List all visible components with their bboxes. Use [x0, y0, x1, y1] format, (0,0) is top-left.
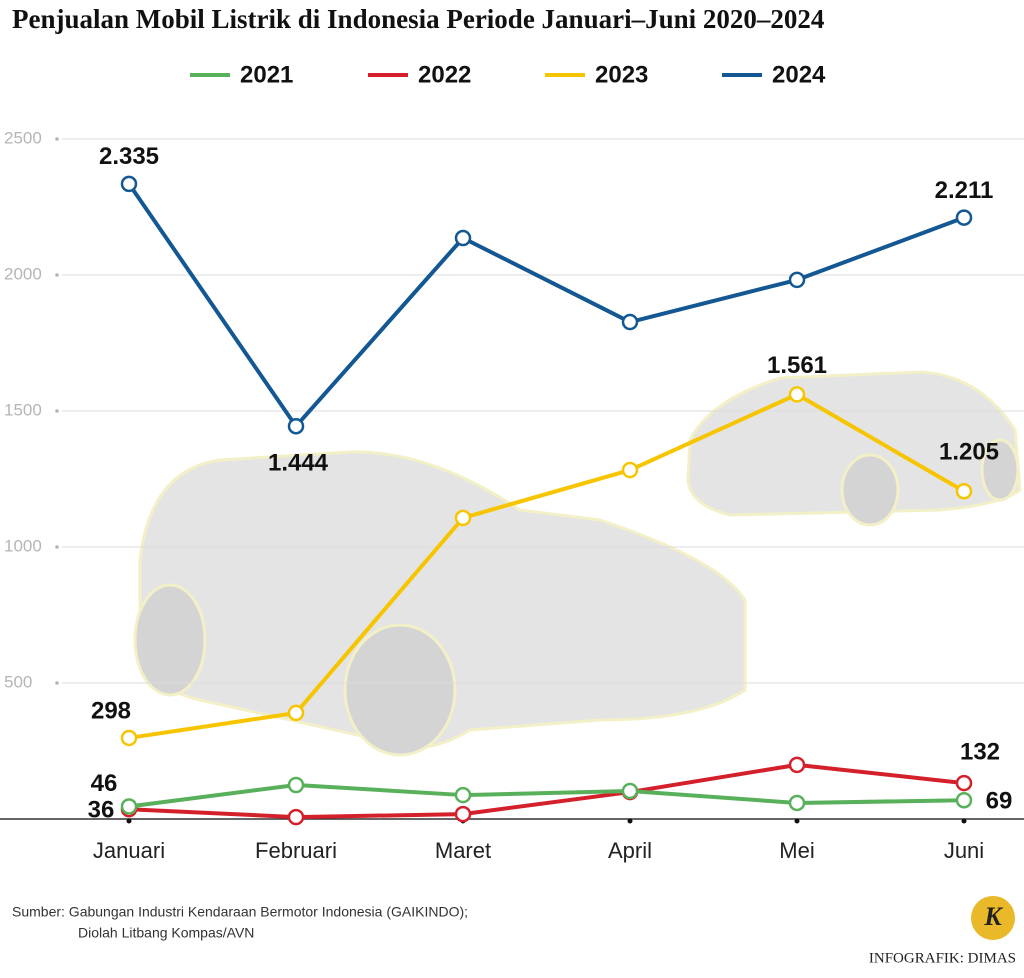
data-point: [287, 417, 305, 435]
data-point: [287, 808, 305, 826]
data-point: [788, 271, 806, 289]
data-label: 69: [986, 788, 1013, 815]
data-label: 36: [88, 797, 115, 824]
x-tick-label: Februari: [255, 838, 337, 863]
x-tick-mark: [627, 818, 633, 824]
data-label: 1.561: [767, 352, 827, 379]
data-label: 2.335: [99, 143, 159, 170]
data-point: [287, 704, 305, 722]
data-label: 46: [91, 770, 118, 797]
legend-label: 2022: [418, 61, 471, 88]
tick-mark: [55, 409, 59, 413]
y-tick-label: 500: [4, 672, 32, 691]
x-tick-mark: [794, 818, 800, 824]
data-point: [120, 798, 138, 815]
data-point: [621, 461, 639, 479]
x-tick-label: April: [608, 838, 652, 863]
legend-label: 2023: [595, 61, 648, 88]
data-point: [120, 729, 138, 747]
data-point: [955, 209, 973, 226]
y-tick-label: 2000: [4, 264, 42, 283]
data-point: [955, 791, 973, 809]
x-tick-label: Juni: [944, 838, 984, 863]
x-tick-label: Mei: [779, 838, 814, 863]
x-tick-mark: [961, 818, 967, 824]
source-line: Diolah Litbang Kompas/AVN: [78, 925, 254, 941]
data-point: [621, 782, 639, 800]
data-label: 132: [960, 738, 1000, 765]
data-point: [454, 229, 472, 247]
series-line: [128, 783, 965, 809]
legend-label: 2021: [240, 61, 293, 88]
data-point: [120, 175, 138, 193]
x-tick-label: Maret: [435, 838, 491, 863]
data-point: [621, 313, 639, 331]
data-label: 1.444: [268, 450, 329, 477]
tick-mark: [55, 137, 59, 141]
logo-badge: [971, 896, 1015, 940]
tick-mark: [55, 545, 59, 549]
series-line: [128, 762, 965, 820]
tick-mark: [55, 681, 59, 685]
data-label: 2.211: [935, 177, 994, 204]
car-illustration: [133, 370, 1022, 757]
data-point: [454, 786, 472, 804]
data-label: 298: [91, 697, 131, 724]
x-tick-label: Januari: [93, 838, 165, 863]
data-point: [955, 482, 973, 500]
x-tick-mark: [126, 818, 132, 824]
data-point: [454, 805, 472, 823]
data-point: [788, 756, 806, 774]
source-line: Sumber: Gabungan Industri Kendaraan Berm…: [12, 904, 468, 920]
y-tick-label: 1000: [4, 536, 42, 555]
data-point: [788, 794, 806, 812]
y-tick-label: 1500: [4, 400, 42, 419]
data-point: [454, 509, 472, 527]
y-tick-label: 2500: [4, 128, 42, 147]
data-point: [955, 774, 973, 792]
series-line: [128, 392, 966, 740]
credit: INFOGRAFIK: DIMAS: [869, 950, 1016, 966]
series-line: [127, 182, 965, 429]
logo-text: K: [983, 902, 1003, 931]
tick-mark: [55, 273, 59, 277]
data-label: 1.205: [939, 439, 999, 466]
chart-title: Penjualan Mobil Listrik di Indonesia Per…: [12, 4, 824, 34]
legend-label: 2024: [772, 61, 826, 88]
data-point: [287, 776, 305, 794]
data-point: [788, 386, 806, 403]
